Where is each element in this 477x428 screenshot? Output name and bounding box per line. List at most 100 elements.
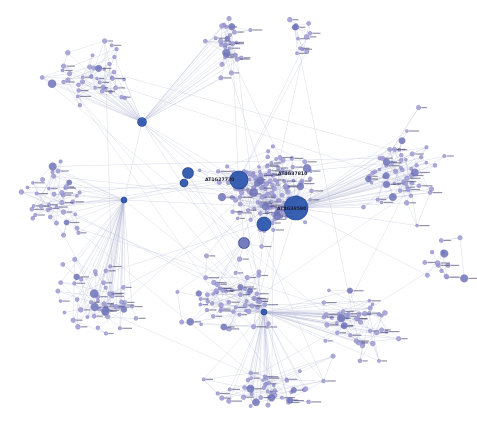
graph-node xyxy=(429,186,434,192)
node-label-tick xyxy=(37,214,45,216)
graph-node xyxy=(303,220,307,225)
node-label-tick xyxy=(390,161,397,163)
graph-edge xyxy=(369,313,380,361)
graph-edge xyxy=(115,49,117,88)
graph-node xyxy=(90,53,95,58)
node-label-tick xyxy=(440,262,450,264)
hub-node xyxy=(238,237,250,249)
graph-edge xyxy=(295,172,415,209)
graph-node xyxy=(267,178,273,184)
node-label-tick xyxy=(287,186,299,188)
node-label-tick xyxy=(379,332,389,334)
graph-node xyxy=(218,75,224,81)
graph-edge xyxy=(141,121,265,313)
graph-node xyxy=(31,204,36,208)
graph-node xyxy=(382,310,388,316)
graph-node xyxy=(258,170,262,174)
graph-edge xyxy=(295,149,390,209)
graph-edge xyxy=(54,193,125,201)
graph-edge xyxy=(263,311,344,313)
graph-edge xyxy=(368,178,431,193)
graph-node xyxy=(218,38,224,44)
graph-node xyxy=(89,289,99,298)
graph-node xyxy=(109,76,115,81)
graph-node xyxy=(442,154,447,158)
graph-edge xyxy=(323,356,334,382)
graph-node xyxy=(300,47,305,52)
node-label-tick xyxy=(64,192,73,194)
node-label-tick xyxy=(231,301,240,303)
node-label-tick xyxy=(468,277,477,279)
node-label-tick xyxy=(286,180,297,182)
graph-node xyxy=(251,295,257,301)
graph-node xyxy=(47,79,57,88)
node-label-tick xyxy=(223,44,234,46)
graph-edge xyxy=(77,82,100,97)
graph-edge xyxy=(200,298,265,313)
node-label-tick xyxy=(246,396,254,398)
node-label-tick xyxy=(66,211,73,213)
node-label-tick xyxy=(313,170,321,172)
node-label-tick xyxy=(449,276,460,278)
graph-edge xyxy=(82,81,239,191)
node-label-tick xyxy=(34,208,45,210)
graph-edge xyxy=(78,55,93,85)
graph-node xyxy=(201,377,206,382)
node-label-tick xyxy=(242,258,249,260)
graph-edge xyxy=(207,294,222,306)
graph-edge xyxy=(217,355,334,394)
node-label-tick xyxy=(242,196,253,198)
graph-node xyxy=(308,198,312,202)
node-label-tick xyxy=(222,310,231,312)
node-label-tick xyxy=(396,182,405,184)
graph-node xyxy=(269,190,275,196)
graph-edge xyxy=(177,291,229,303)
node-label-tick xyxy=(58,206,68,208)
graph-node xyxy=(377,167,382,172)
node-label-tick xyxy=(206,378,213,380)
graph-node xyxy=(460,274,469,283)
graph-edge xyxy=(263,207,297,313)
graph-node xyxy=(95,325,100,330)
graph-node xyxy=(302,159,308,165)
graph-edge xyxy=(95,199,125,275)
graph-node xyxy=(113,85,118,91)
node-label-tick xyxy=(329,313,339,316)
node-label-tick xyxy=(371,312,381,314)
node-label-tick xyxy=(271,204,281,206)
graph-node xyxy=(265,325,269,329)
graph-edge xyxy=(199,170,261,214)
node-label-tick xyxy=(216,282,227,284)
graph-edge xyxy=(123,199,125,303)
graph-edge xyxy=(99,199,125,310)
node-label-tick xyxy=(353,290,364,292)
node-label-tick xyxy=(109,310,117,312)
node-label-tick xyxy=(220,283,227,285)
graph-node xyxy=(226,16,232,21)
graph-node xyxy=(254,291,259,296)
graph-edge xyxy=(295,175,387,209)
graph-node xyxy=(306,21,311,26)
node-label-tick xyxy=(309,36,317,38)
graph-edge xyxy=(50,208,266,385)
node-label-tick xyxy=(112,293,123,295)
graph-node xyxy=(249,188,259,198)
node-label-tick xyxy=(208,277,220,279)
graph-node xyxy=(232,52,238,58)
graph-node xyxy=(264,376,269,381)
graph-node xyxy=(424,145,429,150)
graph-edge xyxy=(295,202,382,209)
node-label-tick xyxy=(260,201,271,203)
graph-node xyxy=(85,315,90,319)
graph-node xyxy=(228,46,232,50)
graph-node xyxy=(270,182,275,188)
graph-node xyxy=(266,321,271,326)
graph-edge xyxy=(229,311,265,390)
graph-node xyxy=(272,383,276,388)
node-label-tick xyxy=(285,170,292,172)
graph-edge xyxy=(206,218,238,256)
graph-node xyxy=(232,29,237,35)
node-label-tick xyxy=(261,274,269,277)
graph-node xyxy=(75,194,79,198)
graph-node xyxy=(225,164,230,169)
